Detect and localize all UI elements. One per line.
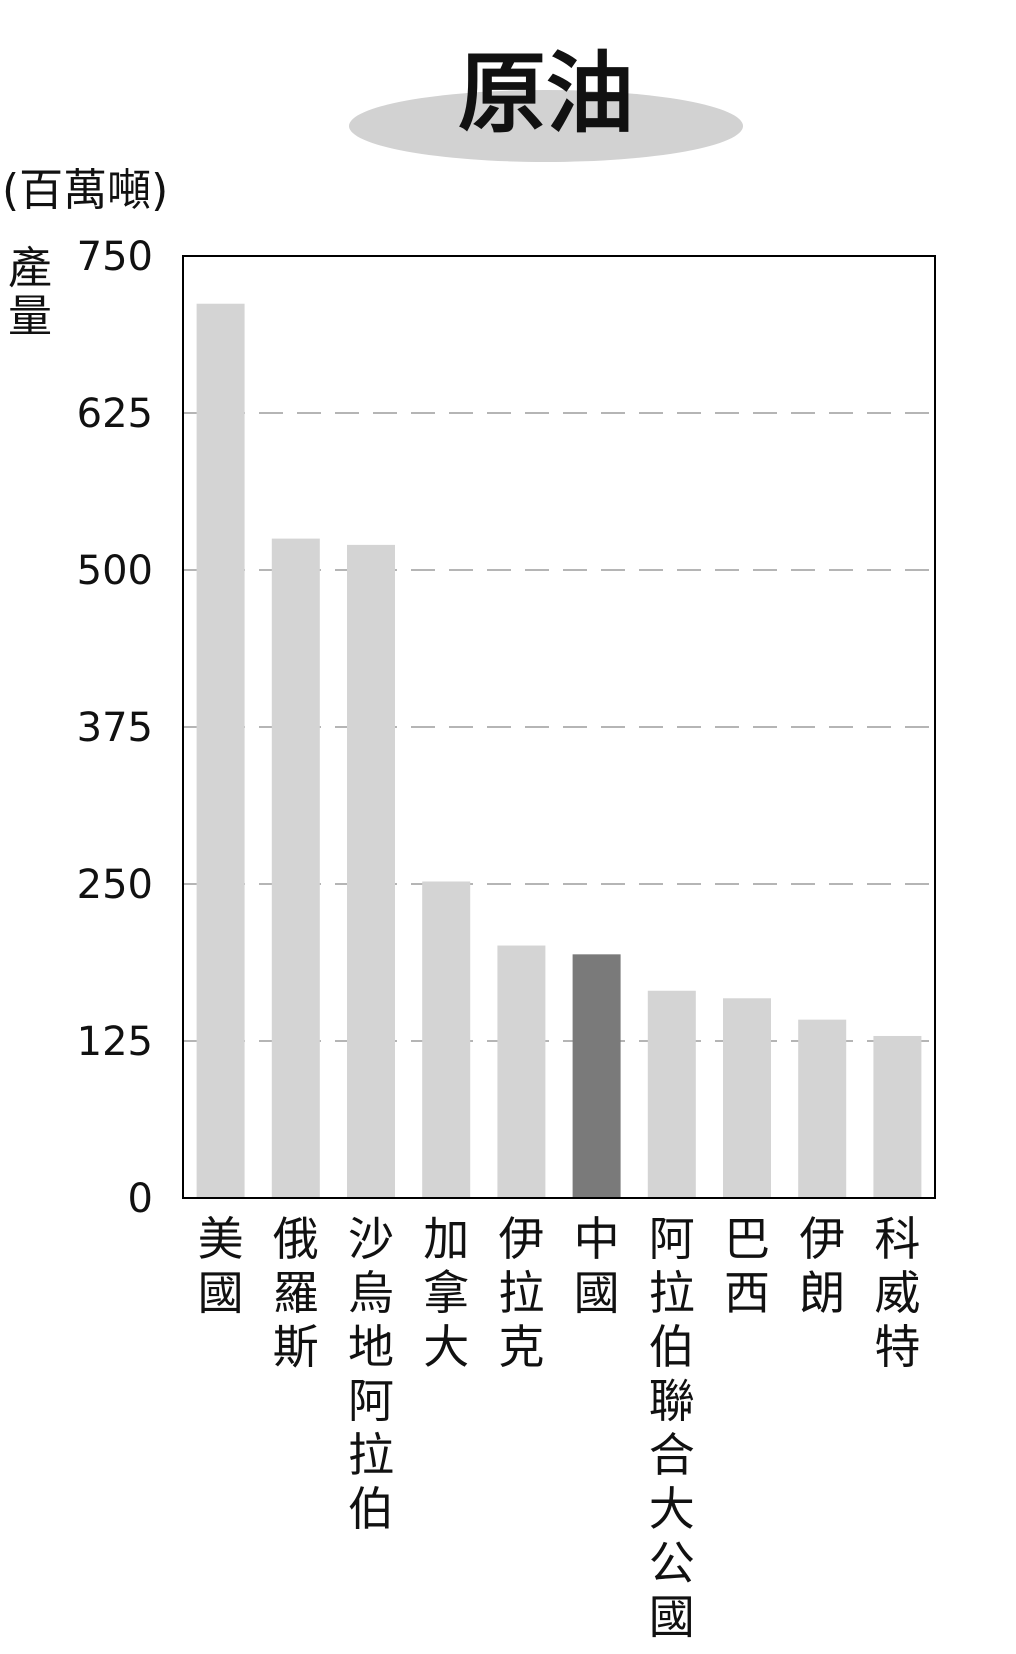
x-category-label: 俄羅斯 [273, 1212, 319, 1374]
y-axis-label: 產量 [8, 243, 52, 342]
bar [422, 881, 471, 1198]
bar [873, 1035, 922, 1198]
x-category-label: 伊拉克 [498, 1212, 544, 1374]
unit-label: (百萬噸) [2, 165, 168, 216]
y-tick-label: 375 [77, 705, 153, 751]
x-category-label: 巴西 [724, 1212, 770, 1320]
x-category-label: 阿拉伯聯合大公國 [649, 1212, 695, 1644]
x-category-label: 科威特 [874, 1212, 920, 1374]
y-tick-label: 250 [77, 862, 153, 908]
x-category-label: 伊朗 [799, 1212, 845, 1320]
y-tick-labels: 0 125 250 375 500 625 750 [77, 234, 153, 1222]
y-tick-label: 625 [77, 391, 153, 437]
bar [196, 303, 245, 1198]
y-axis-label-char: 產 [8, 243, 52, 294]
bar [497, 945, 546, 1198]
bar [647, 990, 696, 1198]
chart-title: 原油 [458, 42, 634, 145]
x-category-label: 加拿大 [423, 1212, 469, 1374]
x-category-label: 美國 [198, 1212, 244, 1320]
plot-frame [182, 255, 936, 1199]
x-category-label: 沙烏地阿拉伯 [348, 1212, 394, 1536]
bars [196, 303, 922, 1198]
bar [347, 544, 395, 1198]
title-ellipse [349, 90, 743, 162]
y-tick-label: 500 [77, 548, 153, 594]
y-tick-label: 125 [77, 1019, 153, 1065]
x-category-label: 中國 [574, 1212, 620, 1320]
y-axis-label-char: 量 [8, 291, 52, 342]
bar [723, 998, 771, 1198]
bar [798, 1019, 847, 1198]
y-tick-label: 750 [77, 234, 153, 280]
y-tick-label: 0 [128, 1176, 153, 1222]
bar [572, 954, 621, 1198]
bar [271, 538, 320, 1198]
